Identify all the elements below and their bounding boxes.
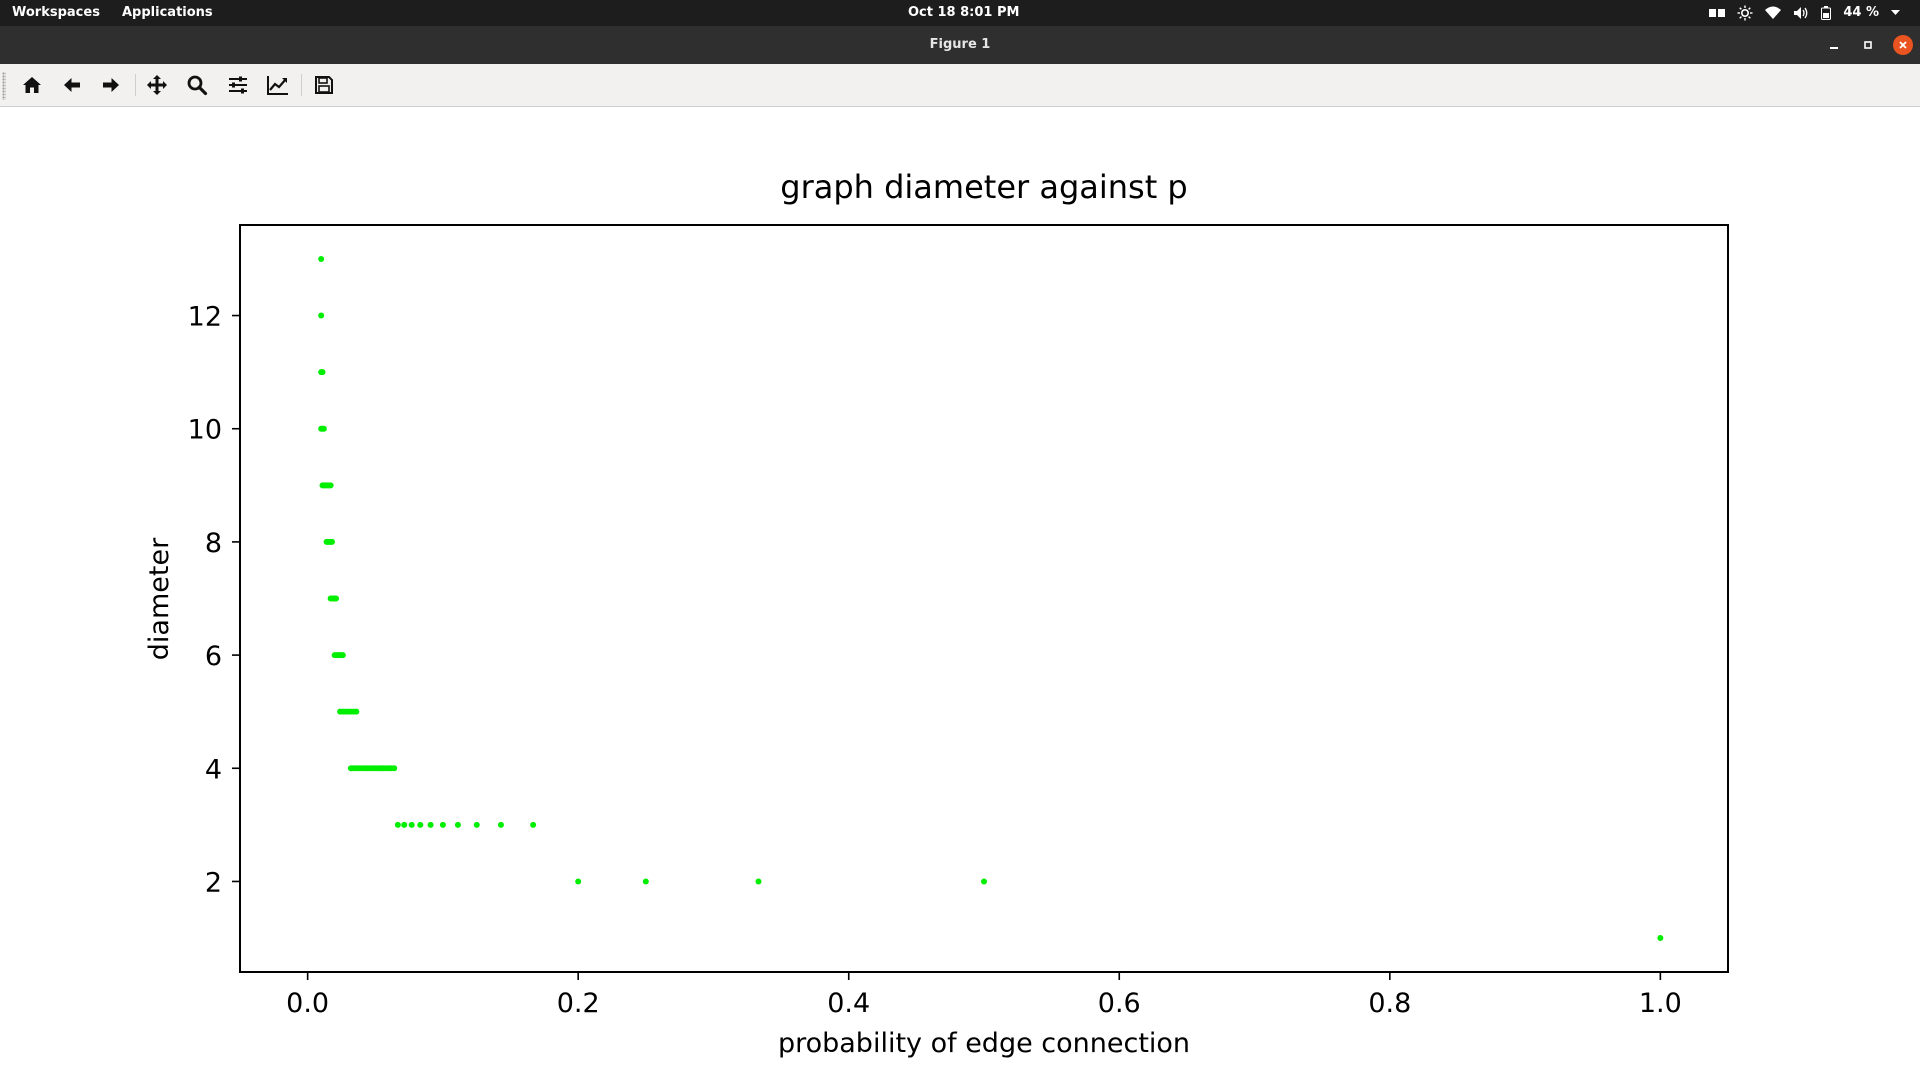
toolbar-separator — [301, 74, 302, 96]
y-axis-label: diameter — [144, 537, 175, 660]
x-axis-ticks: 0.0 0.2 0.4 0.6 0.8 1.0 — [286, 972, 1682, 1019]
save-floppy-icon — [315, 76, 333, 94]
scatter-point — [394, 821, 401, 828]
battery-icon[interactable] — [1821, 6, 1832, 20]
forward-button[interactable] — [97, 71, 125, 99]
minimize-icon — [1830, 47, 1838, 49]
minimize-button[interactable] — [1822, 26, 1846, 64]
y-tick-label: 10 — [188, 415, 222, 446]
x-tick-label: 1.0 — [1639, 988, 1682, 1019]
scatter-point — [320, 425, 327, 432]
back-button[interactable] — [58, 71, 86, 99]
y-tick-label: 4 — [205, 754, 222, 785]
figure-toolbar — [0, 64, 1920, 107]
x-tick-label: 0.2 — [557, 988, 600, 1019]
pan-button[interactable] — [143, 71, 171, 99]
scatter-point — [319, 369, 326, 376]
scatter-plot: graph diameter against p 0.0 0.2 0.4 0.6 0.8… — [144, 168, 1729, 1059]
applications-menu[interactable]: Applications — [122, 5, 213, 20]
brightness-icon[interactable] — [1737, 5, 1753, 21]
x-axis-label: probability of edge connection — [778, 1028, 1190, 1059]
scatter-point — [353, 708, 360, 715]
x-tick-label: 0.4 — [827, 988, 870, 1019]
clock[interactable]: Oct 18 8:01 PM — [908, 5, 1020, 20]
scatter-point — [408, 821, 415, 828]
scatter-point — [755, 878, 762, 885]
scatter-point — [981, 878, 987, 885]
line-chart-icon — [267, 76, 288, 95]
workspaces-menu[interactable]: Workspaces — [12, 5, 100, 20]
close-button[interactable] — [1891, 26, 1915, 64]
scatter-point — [454, 821, 461, 828]
scatter-point — [328, 538, 335, 545]
system-menu-chevron-down-icon[interactable] — [1891, 10, 1900, 16]
move-arrows-icon — [147, 75, 167, 95]
scatter-point — [497, 821, 504, 828]
home-button[interactable] — [18, 71, 46, 99]
home-icon — [23, 77, 41, 93]
scatter-point — [417, 821, 424, 828]
sliders-icon — [229, 76, 247, 94]
x-tick-label: 0.6 — [1098, 988, 1141, 1019]
arrow-right-icon — [103, 78, 119, 92]
configure-subplots-button[interactable] — [224, 71, 252, 99]
scatter-point — [427, 821, 434, 828]
close-icon — [1893, 35, 1913, 55]
scatter-point — [339, 652, 346, 659]
scatter-point — [391, 765, 398, 772]
y-tick-label: 6 — [205, 641, 222, 672]
figure-canvas[interactable]: graph diameter against p 0.0 0.2 0.4 0.6 0.8… — [0, 107, 1920, 1080]
scatter-point — [318, 312, 325, 319]
volume-icon[interactable] — [1793, 6, 1809, 20]
y-tick-label: 2 — [205, 867, 222, 898]
y-tick-label: 12 — [188, 302, 222, 333]
magnifier-icon — [187, 75, 208, 96]
zoom-button[interactable] — [183, 71, 211, 99]
window-title: Figure 1 — [929, 37, 991, 52]
workspace-indicator-icon[interactable] — [1709, 8, 1726, 18]
toolbar-grip[interactable] — [2, 72, 6, 100]
scatter-point — [318, 255, 325, 262]
y-axis-ticks: 2 4 6 8 10 12 — [188, 302, 240, 898]
battery-percentage: 44 % — [1843, 5, 1879, 20]
window-title-bar: Figure 1 — [0, 26, 1920, 64]
maximize-icon — [1864, 41, 1872, 49]
y-tick-label: 8 — [205, 528, 222, 559]
chart-title: graph diameter against p — [780, 168, 1187, 206]
axes-frame — [239, 224, 1729, 973]
scatter-point — [327, 482, 334, 489]
scatter-point — [575, 878, 582, 885]
system-top-bar: Workspaces Applications Oct 18 8:01 PM 4… — [0, 0, 1920, 26]
scatter-point — [642, 878, 649, 885]
scatter-point — [1657, 935, 1664, 942]
toolbar-separator — [135, 74, 136, 96]
wifi-icon[interactable] — [1765, 6, 1782, 20]
scatter-point — [530, 821, 537, 828]
scatter-point — [473, 821, 480, 828]
arrow-left-icon — [64, 78, 80, 92]
scatter-point — [401, 821, 408, 828]
edit-axis-button[interactable] — [264, 71, 292, 99]
maximize-button[interactable] — [1856, 26, 1880, 64]
x-tick-label: 0.8 — [1368, 988, 1411, 1019]
data-points — [318, 255, 1664, 942]
scatter-point — [439, 821, 446, 828]
x-tick-label: 0.0 — [286, 988, 329, 1019]
save-button[interactable] — [310, 71, 338, 99]
scatter-point — [333, 595, 340, 602]
system-tray: 44 % — [1709, 0, 1900, 26]
